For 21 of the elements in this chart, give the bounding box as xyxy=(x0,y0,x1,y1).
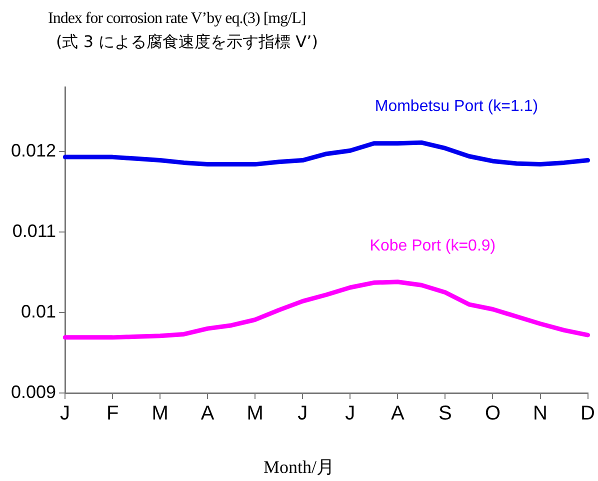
x-tick-label: O xyxy=(484,402,501,425)
chart-title: Index for corrosion rate V’by eq.(3) [mg/L] xyxy=(48,10,306,28)
y-tick-label: 0.01 xyxy=(20,301,56,322)
x-tick-label: A xyxy=(391,402,406,425)
x-tick-label: J xyxy=(298,402,308,425)
x-tick-label: J xyxy=(60,402,70,425)
x-tick-label: A xyxy=(200,402,215,425)
y-tick-label: 0.009 xyxy=(10,382,56,402)
chart-subtitle: (式 3 による腐食速度を示す指標 V’) xyxy=(56,32,318,53)
y-tick-label: 0.011 xyxy=(12,220,56,241)
y-tick-label: 0.012 xyxy=(10,140,56,160)
x-tick-label: D xyxy=(580,402,596,425)
series-label: Kobe Port (k=0.9) xyxy=(370,237,496,254)
x-tick-label: M xyxy=(152,402,168,425)
x-tick-label: N xyxy=(533,402,548,425)
x-axis-title: Month/月 xyxy=(262,456,336,479)
x-tick-label: S xyxy=(438,402,452,425)
series-label: Mombetsu Port (k=1.1) xyxy=(374,98,538,115)
x-tick-label: J xyxy=(345,402,356,425)
x-tick-label: F xyxy=(106,402,119,425)
x-tick-label: M xyxy=(246,402,264,425)
